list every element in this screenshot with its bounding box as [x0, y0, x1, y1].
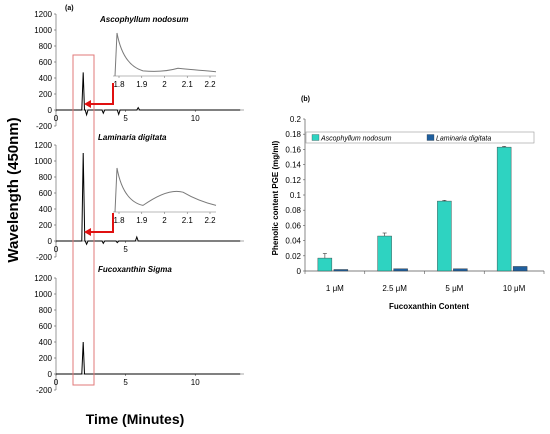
inset-x-tick-label: 1.9 — [136, 216, 148, 225]
inset-laminaria: 1.8 1.9 2 2.1 2.2 — [113, 167, 217, 225]
inset-x-tick-label: 1.8 — [113, 216, 125, 225]
x-tick-label: 5 — [123, 378, 128, 387]
y-tick-label: 200 — [39, 354, 53, 363]
y-tick-label: 1200 — [34, 274, 52, 283]
chromatogram-trace — [56, 72, 241, 117]
inset-x-tick-label: 2.2 — [204, 80, 216, 89]
x-tick-label: 10 — [191, 114, 200, 123]
x-tick-label: 5 — [123, 245, 128, 254]
inset-ascophyllum: 1.8 1.9 2 2.1 2.2 — [113, 32, 217, 89]
bar-chart-y-tick-label: 0.08 — [285, 206, 301, 215]
inset-x-tick-label: 2.1 — [182, 80, 194, 89]
bar-chart-y-tick-label: 0.04 — [285, 237, 301, 246]
inset-x-tick-label: 2 — [162, 80, 167, 89]
bar-chart-y-tick-label: 0.16 — [285, 145, 301, 154]
y-tick-label: 1200 — [34, 10, 52, 19]
y-tick-label: 1000 — [34, 290, 52, 299]
x-tick-label: 0 — [54, 245, 59, 254]
chromatogram-title-laminaria: Laminaria digitata — [98, 133, 167, 142]
y-tick-label: 800 — [39, 173, 53, 182]
y-tick-label: 800 — [39, 306, 53, 315]
left-y-axis-title: Wavelength (450nm) — [5, 117, 22, 262]
left-x-axis-title: Time (Minutes) — [86, 411, 185, 427]
y-tick-label: 400 — [39, 74, 53, 83]
y-tick-label: 600 — [39, 322, 53, 331]
y-tick-label: 400 — [39, 338, 53, 347]
y-tick-label: 200 — [39, 221, 53, 230]
y-tick-label: 400 — [39, 205, 53, 214]
bar-chart-y-tick-label: 0.1 — [290, 191, 302, 200]
peak-highlight-box — [72, 54, 95, 386]
bar-ascophyllum — [496, 146, 512, 272]
bar-chart-category-label: 10 μM — [503, 284, 526, 293]
panel-a-label: (a) — [65, 5, 74, 12]
y-tick-label: -200 — [36, 122, 53, 131]
y-tick-label: 200 — [39, 90, 53, 99]
y-tick-label: 1000 — [34, 157, 52, 166]
y-tick-label: 0 — [48, 370, 53, 379]
bar-ascophyllum — [317, 257, 333, 272]
bar-ascophyllum — [377, 235, 392, 272]
bar-ascophyllum — [437, 200, 452, 272]
bar-chart-legend: Ascophyllum nodosum Laminaria digitata — [305, 131, 535, 144]
panel-b-label: (b) — [301, 96, 310, 103]
bar-chart-y-tick-label: 0.18 — [285, 130, 301, 139]
inset-trace — [114, 32, 217, 77]
legend-swatch-laminaria — [426, 134, 435, 141]
chromatogram-title-ascophyllum: Ascophyllum nodosum — [99, 15, 188, 24]
inset-trace — [114, 167, 217, 213]
bar-chart-y-tick-label: 0 — [297, 267, 302, 276]
red-arrow-laminaria — [84, 213, 114, 236]
bar-laminaria — [393, 268, 408, 272]
y-tick-label: 0 — [48, 237, 53, 246]
chromatogram-trace — [56, 152, 241, 246]
bar-chart-category-label: 5 μM — [445, 284, 463, 293]
legend-label-laminaria: Laminaria digitata — [436, 136, 491, 143]
y-tick-label: 1200 — [34, 141, 52, 150]
bar-chart: Ascophyllum nodosum Laminaria digitata 0… — [285, 115, 545, 293]
y-tick-label: 600 — [39, 58, 53, 67]
y-tick-label: -200 — [36, 386, 53, 395]
legend-swatch-ascophyllum — [311, 134, 320, 141]
y-tick-label: 800 — [39, 42, 53, 51]
y-tick-label: -200 — [36, 253, 53, 262]
inset-x-tick-label: 2.1 — [182, 216, 194, 225]
x-tick-label: 10 — [191, 378, 200, 387]
bar-chart-x-axis-title: Fucoxanthin Content — [389, 302, 469, 311]
bar-chart-y-tick-label: 0.2 — [290, 115, 302, 124]
x-tick-label: 0 — [54, 114, 59, 123]
y-tick-label: 1000 — [34, 26, 52, 35]
inset-x-tick-label: 2.2 — [204, 216, 216, 225]
chromatogram-title-fucoxanthin: Fucoxanthin Sigma — [98, 265, 172, 274]
bar-chart-y-tick-label: 0.14 — [285, 161, 301, 170]
x-tick-label: 0 — [54, 378, 59, 387]
x-tick-label: 5 — [123, 114, 128, 123]
y-tick-label: 600 — [39, 189, 53, 198]
bar-chart-y-axis-title: Phenolic content PGE (mg/ml) — [271, 140, 280, 255]
red-arrow-ascophyllum — [84, 83, 114, 108]
y-tick-label: 0 — [48, 106, 53, 115]
legend-label-ascophyllum: Ascophyllum nodosum — [320, 136, 392, 143]
chromatogram-trace — [56, 341, 241, 375]
bar-laminaria — [453, 268, 468, 272]
bar-chart-category-label: 2.5 μM — [382, 284, 407, 293]
inset-x-tick-label: 2 — [162, 216, 167, 225]
inset-x-tick-label: 1.8 — [113, 80, 125, 89]
legend-box — [305, 131, 535, 144]
bar-chart-y-tick-label: 0.02 — [285, 252, 301, 261]
bar-chart-y-tick-label: 0.06 — [285, 221, 301, 230]
bar-chart-y-tick-label: 0.12 — [285, 176, 301, 185]
inset-x-tick-label: 1.9 — [136, 80, 148, 89]
bar-chart-category-label: 1 μM — [326, 284, 344, 293]
bar-laminaria — [512, 266, 528, 272]
bar-laminaria — [333, 269, 349, 272]
